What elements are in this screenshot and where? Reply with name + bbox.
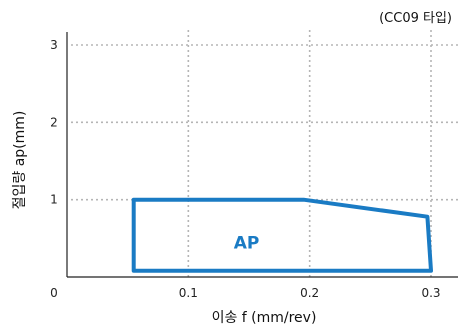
y-tick-label: 3 bbox=[50, 38, 58, 52]
region-ap bbox=[131, 197, 433, 273]
chart-subtitle: (CC09 타입) bbox=[379, 11, 452, 26]
x-tick-label: 0.3 bbox=[421, 286, 440, 300]
x-tick-label: 0.2 bbox=[300, 286, 319, 300]
origin-label: 0 bbox=[50, 286, 58, 300]
grid bbox=[71, 30, 458, 277]
y-tick-labels: 1 2 3 bbox=[50, 38, 58, 207]
x-tick-labels: 0.1 0.2 0.3 bbox=[179, 286, 441, 300]
y-axis-title: 절입량 ap(mm) bbox=[12, 111, 28, 210]
y-tick-label: 2 bbox=[50, 115, 58, 129]
x-tick-label: 0.1 bbox=[179, 286, 198, 300]
y-tick-label: 1 bbox=[50, 193, 58, 207]
x-axis-title: 이송 f (mm/rev) bbox=[212, 310, 317, 326]
region-label-ap: AP bbox=[234, 233, 260, 253]
